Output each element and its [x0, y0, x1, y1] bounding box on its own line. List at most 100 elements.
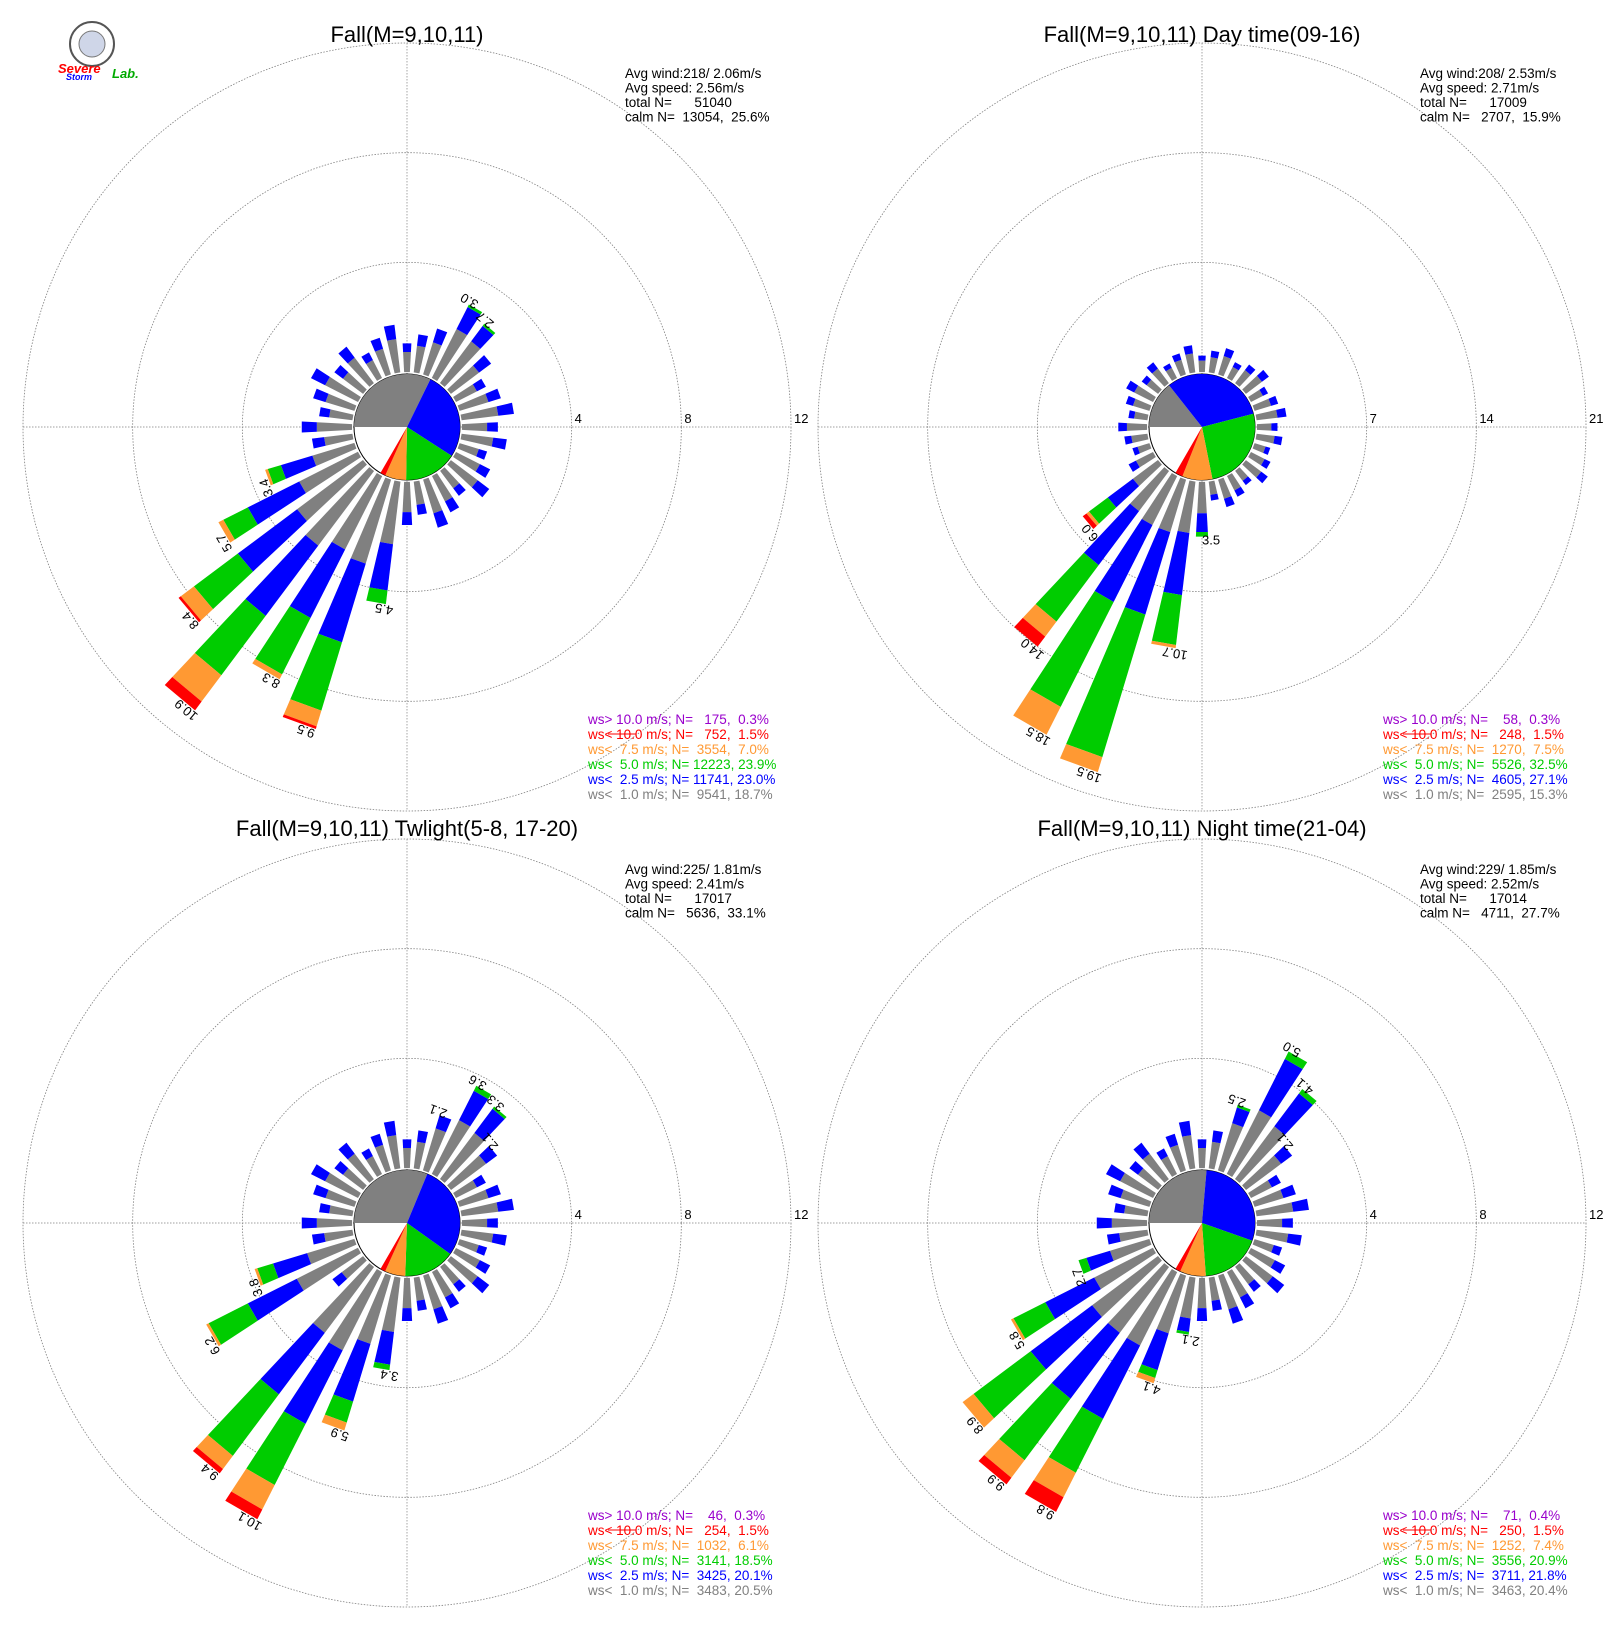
- stub-bar-seg: [1271, 423, 1278, 431]
- stub-bar-seg: [375, 348, 391, 377]
- wind-bar-seg-ws_lt2_5: [1163, 530, 1190, 596]
- wind-bar-seg-ws_lt5: [290, 633, 342, 711]
- stub-bar-seg: [319, 407, 331, 418]
- stat-line: total N= 17014: [1420, 891, 1527, 906]
- stub-bar-seg: [471, 480, 490, 498]
- wind-bar-20: 2.1: [422, 1101, 452, 1173]
- stub-bar-seg: [1244, 364, 1256, 375]
- ring-label-4: 4: [575, 1207, 582, 1222]
- logo-text-b: Storm: [66, 72, 92, 82]
- wind-bar-seg-ws_lt7_5: [1059, 743, 1103, 773]
- wind-bar-seg-ws_lt7_5: [321, 1414, 347, 1431]
- stub-bar-seg: [1105, 1164, 1125, 1182]
- wind-bar-180: 3.5: [1195, 481, 1220, 547]
- wind-bar-seg-ws_lt1: [331, 473, 383, 550]
- wind-bar-seg-ws_lt1: [1158, 477, 1187, 533]
- wind-bar-seg-ws_lt5: [267, 465, 286, 485]
- legend-entry-ws_lt2_5: ws< 2.5 m/s; N= 11741, 23.0%: [587, 772, 775, 787]
- stub-bar-seg: [1146, 379, 1162, 394]
- stub-bar-seg: [453, 483, 466, 496]
- wind-bar-seg-ws_lt1: [305, 467, 375, 546]
- chart-title: Fall(M=9,10,11) Day time(09-16): [1044, 22, 1361, 47]
- lab-logo: Severe Storm Lab.: [58, 21, 139, 82]
- wind-bar-seg-ws_lt7_5: [172, 652, 222, 702]
- stub-bar-seg: [1120, 1189, 1152, 1207]
- stub-bar-seg: [1106, 1233, 1121, 1245]
- wind-bar-seg-ws_lt7_5: [196, 1434, 233, 1470]
- stub-bar-seg: [1226, 473, 1241, 491]
- stub-bar-seg: [1255, 433, 1275, 444]
- stub-bar-seg: [1239, 1293, 1255, 1309]
- wind-bar-seg-ws_lt5: [1176, 1329, 1189, 1335]
- stub-bar-seg: [475, 464, 491, 478]
- stub-bar-seg: [1261, 458, 1271, 469]
- stub-bar-seg: [1211, 1299, 1222, 1311]
- wind-bar-200: 19.5: [1059, 477, 1187, 786]
- wind-bar-seg-ws_lt2_5: [1107, 478, 1140, 508]
- wind-bar-210: 10.1: [225, 1269, 383, 1534]
- wind-bar-seg-ws_lt2_5: [283, 1342, 343, 1424]
- wind-bar-seg-ws_lt7_5: [231, 1468, 275, 1510]
- stat-line: Avg speed: 2.56m/s: [625, 81, 744, 96]
- wind-bar-seg-ws_lt5: [208, 1303, 258, 1345]
- wind-bar-seg-ws_lt2_5: [247, 481, 306, 525]
- stub-bar-seg: [472, 378, 486, 392]
- calm-slice-ws_lt1: [354, 1170, 428, 1223]
- wind-bar-210: 18.5: [1013, 473, 1178, 749]
- legend-entry-ws_lt10: ws< 10.0 m/s; N= 250, 1.5%: [1382, 1523, 1564, 1538]
- wind-bar-240: 5.8: [1006, 1247, 1156, 1352]
- stat-line: Avg speed: 2.52m/s: [1420, 877, 1539, 892]
- wind-bar-190: 2.1: [1176, 1276, 1201, 1349]
- wind-bar-seg-ws_lt7_5: [265, 469, 274, 486]
- legend-entry-ws_lt1: ws< 1.0 m/s; N= 3463, 20.4%: [1382, 1583, 1568, 1598]
- stub-bar-seg: [1263, 446, 1271, 455]
- stub-bar-seg: [1174, 359, 1186, 377]
- wind-bar-seg-ws_lt1: [1226, 1110, 1272, 1177]
- stub-bar-seg: [361, 1148, 373, 1160]
- bar-label: 3.4: [256, 477, 276, 499]
- wind-bar-seg-ws_lt1: [1156, 1273, 1187, 1334]
- legend-entry-ws_lt1: ws< 1.0 m/s; N= 3483, 20.5%: [587, 1583, 773, 1598]
- legend-entry-ws_lt5: ws< 5.0 m/s; N= 3141, 18.5%: [587, 1553, 773, 1568]
- stub-bar-seg: [1256, 471, 1268, 484]
- stub-bar-seg: [1223, 496, 1235, 508]
- stub-bar-seg: [310, 1164, 330, 1182]
- stub-bar-seg: [1111, 1218, 1148, 1228]
- wind-bar-seg-ws_lt5: [223, 507, 258, 540]
- stub-bar-seg: [1152, 368, 1169, 387]
- wind-bar-seg-ws_lt2_5: [1051, 1323, 1120, 1399]
- calm-slice-ws_lt2_5: [1202, 1170, 1255, 1241]
- wind-bar-seg-ws_lt5: [1298, 1088, 1317, 1105]
- bar-label: 5.9: [329, 1424, 351, 1444]
- stub-bar-seg: [313, 1184, 329, 1199]
- stub-bar-seg: [453, 1279, 466, 1292]
- wind-bar-seg-ws_lt2_5: [289, 541, 346, 619]
- wind-bar-seg-ws_lt2_5: [1124, 527, 1171, 615]
- stub-bar-seg: [1248, 1247, 1275, 1268]
- stub-bar-seg: [457, 443, 479, 457]
- wind-bar-seg-ws_lt1: [296, 1247, 361, 1291]
- stub-bar-seg: [444, 1293, 460, 1309]
- wind-bar-seg-ws_lt5: [1088, 497, 1117, 524]
- wind-bar-seg-ws_lt2_5: [1083, 503, 1140, 566]
- stub-bar-seg: [1141, 375, 1152, 386]
- legend-entry-ws_lt1: ws< 1.0 m/s; N= 2595, 15.3%: [1382, 787, 1568, 802]
- stub-bar-seg: [1252, 398, 1272, 411]
- stub-bar-seg: [1259, 386, 1269, 396]
- stub-bar-seg: [460, 406, 499, 421]
- stub-bar-seg: [491, 1233, 507, 1246]
- wind-bar-seg-ws_lt10: [282, 714, 317, 729]
- stub-bar-seg: [476, 448, 488, 460]
- wind-bar-220: 10.9: [164, 467, 375, 724]
- wind-bar-seg-ws_lt1: [380, 480, 401, 545]
- bar-label: 3.6: [466, 1072, 489, 1094]
- legend-entry-ws_lt7_5: ws< 7.5 m/s; N= 1252, 7.4%: [1382, 1538, 1564, 1553]
- stub-bar-seg: [1242, 476, 1252, 486]
- stub-bar-seg: [1133, 1142, 1150, 1160]
- stub-bar-seg: [1124, 435, 1133, 445]
- stub-bar-seg: [431, 473, 453, 502]
- ring-12: [22, 42, 792, 812]
- stub-bar-seg: [485, 388, 501, 403]
- stub-bar-seg: [475, 1260, 491, 1274]
